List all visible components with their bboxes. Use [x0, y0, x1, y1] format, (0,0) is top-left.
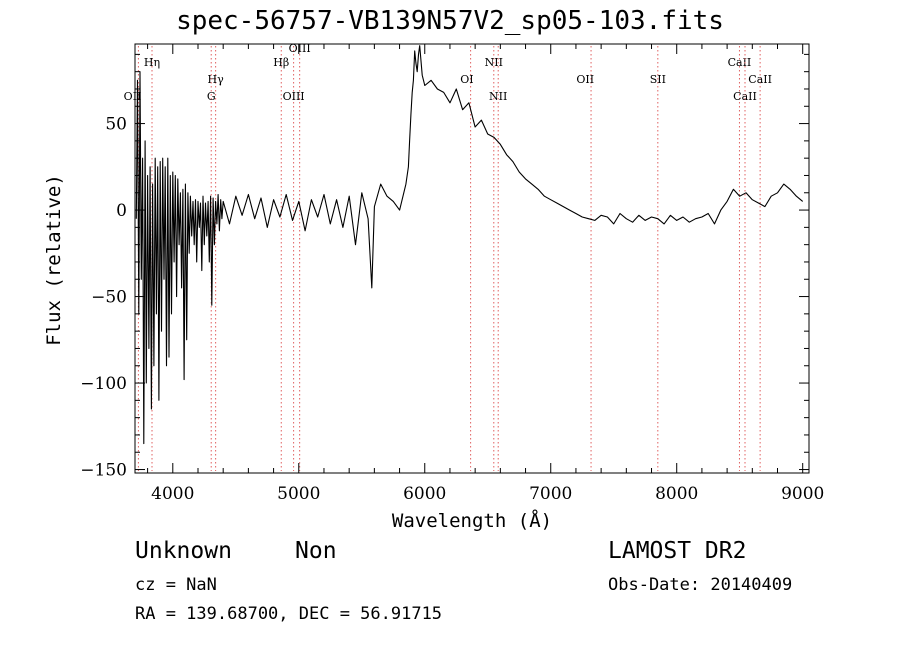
- plot-frame: [134, 43, 810, 474]
- y-axis-label: Flux (relative): [43, 174, 65, 346]
- y-tick-label: −150: [80, 461, 127, 481]
- x-tick-label: 4000: [151, 484, 194, 504]
- observation-date: Obs-Date: 20140409: [608, 575, 793, 595]
- line-label-9: NII: [489, 90, 507, 103]
- line-label-2: Hγ: [208, 73, 225, 86]
- chart-title: spec-56757-VB139N57V2_sp05-103.fits: [176, 6, 724, 36]
- object-subclass: Non: [295, 538, 337, 564]
- line-label-4: Hβ: [273, 56, 289, 69]
- object-class: Unknown: [135, 538, 232, 564]
- survey-name: LAMOST DR2: [608, 538, 747, 564]
- line-label-0: OII: [124, 90, 142, 103]
- y-tick-label: −50: [91, 288, 127, 308]
- line-label-14: CaII: [748, 73, 772, 86]
- line-label-7: NII: [485, 56, 503, 69]
- line-label-13: CaII: [733, 90, 757, 103]
- line-label-11: SII: [650, 73, 666, 86]
- line-label-1: Hη: [144, 56, 160, 69]
- y-tick-label: −100: [80, 374, 127, 394]
- line-label-3: G: [207, 90, 216, 103]
- x-tick-label: 7000: [529, 484, 572, 504]
- redshift-value: cz = NaN: [135, 575, 217, 595]
- line-label-10: OII: [576, 73, 594, 86]
- line-label-6: OIII: [289, 42, 311, 55]
- line-label-5: OIII: [283, 90, 305, 103]
- x-axis-label: Wavelength (Å): [391, 510, 553, 532]
- y-tick-label: 0: [116, 201, 127, 221]
- line-label-12: CaII: [728, 56, 752, 69]
- x-tick-label: 6000: [403, 484, 446, 504]
- line-label-8: OI: [460, 73, 473, 86]
- x-tick-label: 5000: [277, 484, 320, 504]
- x-tick-label: 9000: [781, 484, 824, 504]
- y-tick-label: 50: [105, 115, 127, 135]
- x-tick-label: 8000: [655, 484, 698, 504]
- spectrum-series: [135, 45, 804, 445]
- ra-dec-coordinates: RA = 139.68700, DEC = 56.91715: [135, 604, 443, 624]
